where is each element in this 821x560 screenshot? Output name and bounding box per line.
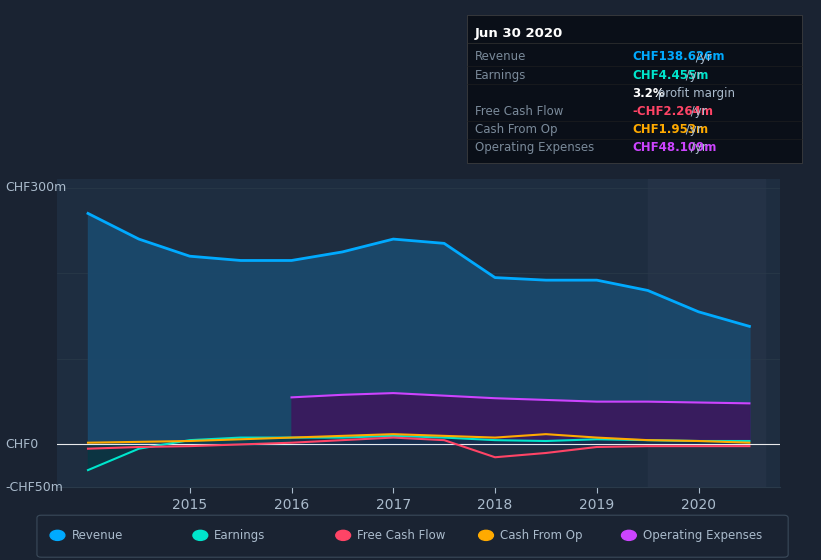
Text: CHF48.109m: CHF48.109m <box>632 141 717 154</box>
Text: Cash From Op: Cash From Op <box>500 529 582 542</box>
Text: /yr: /yr <box>681 123 701 136</box>
Text: Earnings: Earnings <box>214 529 266 542</box>
Text: /yr: /yr <box>687 141 707 154</box>
Text: /yr: /yr <box>692 50 713 63</box>
Text: Cash From Op: Cash From Op <box>475 123 557 136</box>
Text: -CHF50m: -CHF50m <box>5 480 63 494</box>
Text: profit margin: profit margin <box>654 87 735 100</box>
Text: Revenue: Revenue <box>475 50 526 63</box>
Bar <box>648 179 764 487</box>
Text: CHF4.455m: CHF4.455m <box>632 69 709 82</box>
Bar <box>467 15 802 163</box>
Text: CHF300m: CHF300m <box>5 181 67 194</box>
Text: Free Cash Flow: Free Cash Flow <box>475 105 563 118</box>
Text: /yr: /yr <box>687 105 707 118</box>
Text: Revenue: Revenue <box>71 529 123 542</box>
Text: Operating Expenses: Operating Expenses <box>643 529 762 542</box>
Text: CHF1.953m: CHF1.953m <box>632 123 709 136</box>
Text: Operating Expenses: Operating Expenses <box>475 141 594 154</box>
Text: CHF0: CHF0 <box>5 438 39 451</box>
Text: CHF138.626m: CHF138.626m <box>632 50 724 63</box>
Text: Earnings: Earnings <box>475 69 526 82</box>
Text: -CHF2.264m: -CHF2.264m <box>632 105 713 118</box>
Text: Free Cash Flow: Free Cash Flow <box>357 529 446 542</box>
Text: 3.2%: 3.2% <box>632 87 665 100</box>
Text: /yr: /yr <box>681 69 701 82</box>
Text: Jun 30 2020: Jun 30 2020 <box>475 26 563 40</box>
